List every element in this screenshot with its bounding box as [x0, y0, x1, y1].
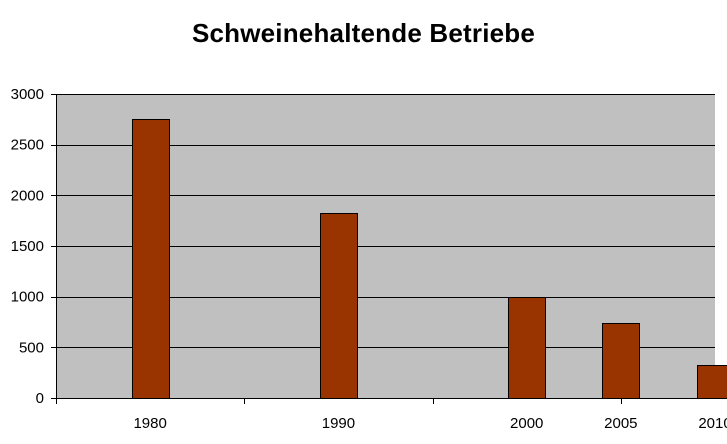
y-tick-label: 2500: [11, 137, 44, 154]
x-tick-label: 2000: [510, 415, 543, 432]
y-tick-label: 3000: [11, 86, 44, 103]
y-tick-label: 1000: [11, 289, 44, 306]
bar: [508, 297, 546, 399]
x-tick-label: 2005: [604, 415, 637, 432]
y-tick-label: 500: [19, 339, 44, 356]
bar: [697, 365, 727, 399]
y-tick-label: 0: [36, 390, 44, 407]
bar: [132, 119, 170, 399]
bar: [320, 213, 358, 399]
bar: [602, 323, 640, 399]
x-tick-label: 1990: [322, 415, 355, 432]
x-tick-label: 1980: [133, 415, 166, 432]
y-tick-label: 1500: [11, 238, 44, 255]
chart-title: Schweinehaltende Betriebe: [191, 18, 536, 48]
y-tick-label: 2000: [11, 187, 44, 204]
x-tick-label: 2010: [698, 415, 727, 432]
